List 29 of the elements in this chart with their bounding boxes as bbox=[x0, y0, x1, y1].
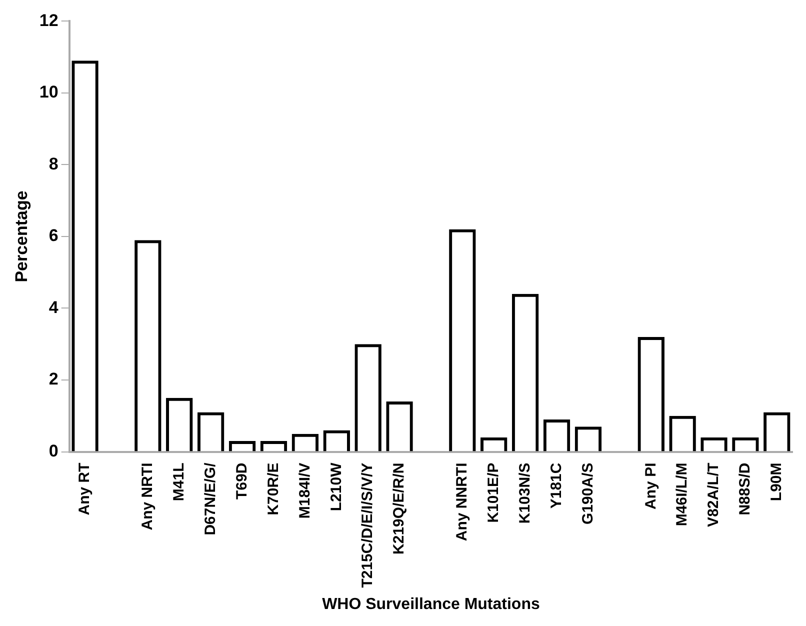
x-tick-label: K103N/S bbox=[516, 462, 534, 524]
y-tick-label: 8 bbox=[48, 154, 58, 174]
y-axis-title: Percentage bbox=[12, 190, 31, 282]
x-tick-label: D67N/E/G/ bbox=[202, 462, 219, 536]
x-tick-label: N88S/D bbox=[736, 462, 754, 516]
x-tick-label: M184I/V bbox=[296, 462, 314, 519]
y-tick-label: 0 bbox=[48, 441, 58, 460]
x-tick-label: K219Q/E/R/N bbox=[390, 462, 408, 554]
y-tick-label: 6 bbox=[48, 226, 58, 246]
x-tick-label: T215C/D/E/I/S/V/Y bbox=[359, 462, 376, 588]
y-tick-label: 2 bbox=[48, 370, 58, 389]
y-tick-label: 10 bbox=[39, 82, 58, 102]
x-tick-label: M41L bbox=[170, 462, 188, 502]
y-tick-label: 12 bbox=[39, 10, 58, 30]
x-tick-label: V82A/L/T bbox=[705, 462, 722, 527]
x-tick-label: Any NNRTI bbox=[454, 462, 471, 542]
x-tick-label: K70R/E bbox=[264, 462, 282, 516]
x-tick-label: Y181C bbox=[548, 462, 565, 509]
x-tick-label: Any PI bbox=[642, 462, 660, 510]
x-tick-label: Any RT bbox=[76, 462, 94, 516]
x-tick-label: T69D bbox=[233, 462, 250, 500]
x-tick-label: Any NRTI bbox=[139, 462, 156, 530]
x-axis-title: WHO Surveillance Mutations bbox=[322, 596, 540, 613]
y-tick-label: 4 bbox=[48, 298, 59, 317]
x-tick-label: L90M bbox=[768, 462, 786, 502]
x-tick-label: L210W bbox=[328, 462, 345, 512]
x-tick-label: K101E/P bbox=[485, 462, 502, 523]
x-tick-label: G190A/S bbox=[579, 462, 596, 524]
x-tick-label: M46I/L/M bbox=[674, 462, 691, 526]
